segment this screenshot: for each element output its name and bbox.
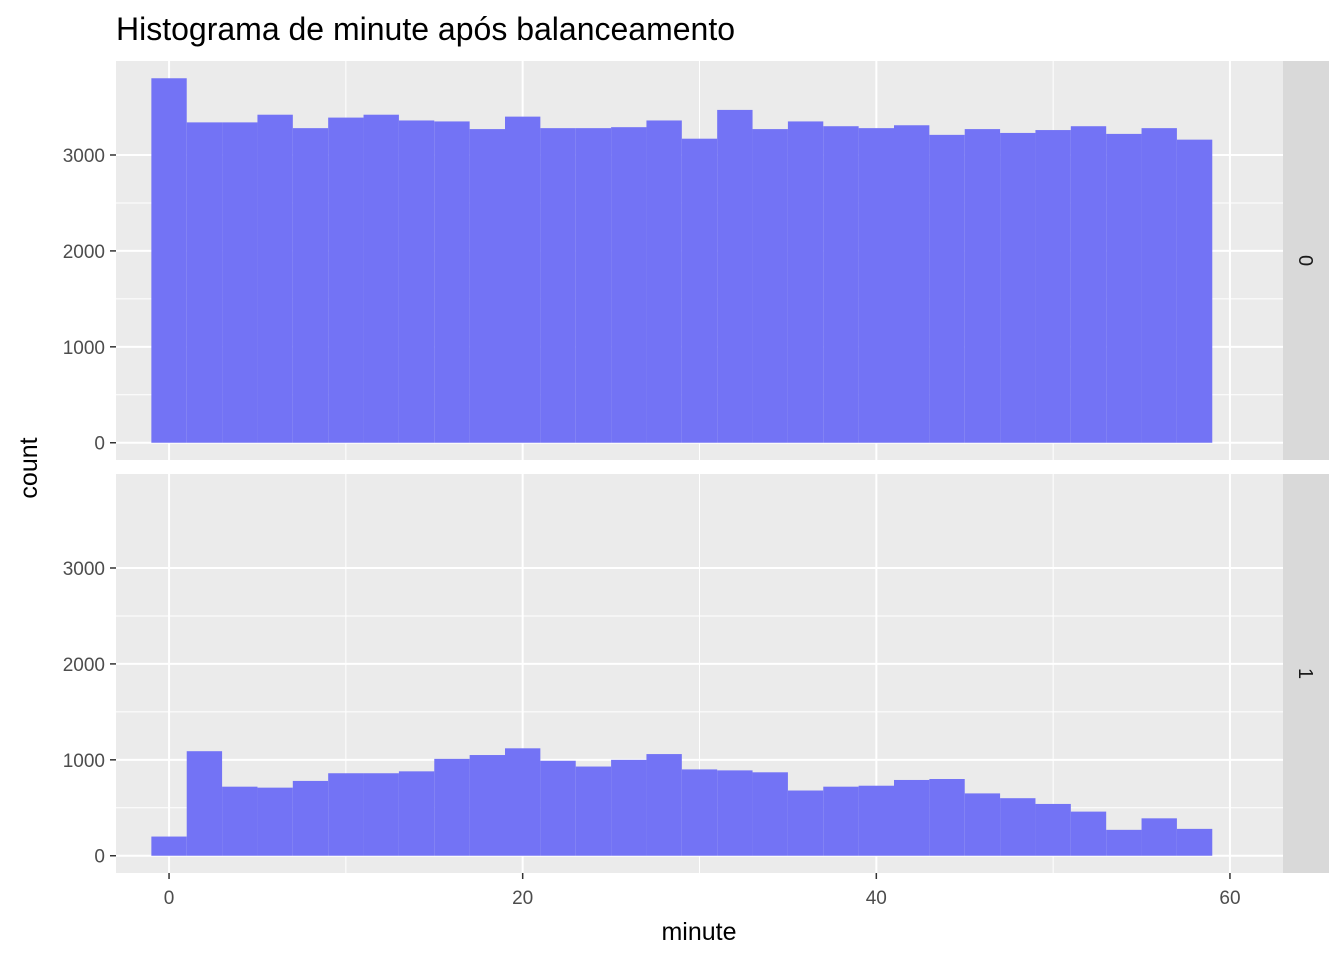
strip-label: 0 [1294,255,1316,266]
histogram-bar [1035,130,1071,443]
y-tick-label: 1000 [63,338,105,359]
y-tick-label: 0 [94,847,105,868]
histogram-bar [292,780,329,856]
histogram-bar [681,769,718,856]
histogram-bar [1176,139,1213,443]
histogram-bar [575,766,612,856]
histogram-bar [328,117,364,443]
histogram-bar [929,779,965,856]
x-tick-label: 40 [866,888,887,909]
histogram-bar [717,109,753,443]
histogram-bar [151,78,187,443]
facet-panel-0: 0 1000 2000 3000 [63,61,1283,460]
histogram-bar [328,773,364,856]
histogram-bar [1141,818,1177,856]
histogram-bar [469,129,505,443]
chart-title: Histograma de minute após balanceamento [116,11,735,47]
histogram-bar [469,755,505,856]
strip-background [1283,474,1329,873]
histogram-bar [363,114,399,443]
histogram-bar [787,790,824,856]
histogram-bar [505,748,541,856]
histogram-bar [964,129,1001,443]
histogram-bar [646,754,682,856]
histogram-bar [257,114,293,443]
histogram-bar [222,122,258,443]
y-tick-label: 0 [94,434,105,455]
facet-panel-1: 0 1000 2000 3000 [63,474,1283,873]
histogram-bar [540,128,576,443]
histogram-bar [717,770,753,856]
facet-strip-0: 0 [1283,61,1329,460]
histogram-bar [1106,133,1142,443]
histogram-bar [752,772,788,856]
y-tick-label: 3000 [63,146,105,167]
histogram-bar [1070,811,1107,856]
histogram-bar [292,128,329,443]
y-tick-label: 2000 [63,655,105,676]
histogram-bar [434,121,470,443]
histogram-bar [151,836,187,856]
histogram-bar [752,129,788,443]
histogram-bar [1176,828,1213,856]
histogram-bar [186,751,223,856]
histogram-bar [222,786,258,856]
histogram-bar [575,128,612,443]
facet-strip-1: 1 [1283,474,1329,873]
histogram-bar [611,127,647,443]
histogram-bar [646,120,682,443]
histogram-bar [363,773,399,856]
histogram-bar [398,771,435,856]
histogram-bar [858,128,894,443]
histogram-bar [540,760,576,856]
histogram-bar [1035,803,1071,856]
y-tick-label: 3000 [63,559,105,580]
histogram-bar [1000,798,1036,856]
x-axis-ticks: 0 20 40 60 [164,873,1241,909]
y-tick-label: 2000 [63,242,105,263]
strip-label: 1 [1294,668,1316,679]
histogram-bar [787,121,824,443]
histogram-bar [964,793,1001,856]
histogram-bar [1070,126,1107,443]
histogram-bar [434,758,470,856]
histogram-bar [1106,829,1142,856]
y-tick-label: 1000 [63,751,105,772]
histogram-bar [1000,132,1036,443]
x-tick-label: 0 [164,888,175,909]
histogram-bar [611,759,647,856]
histogram-bar [823,126,859,443]
histogram-bar [894,779,930,856]
histogram-bar [681,138,718,443]
histogram-bar [186,122,223,443]
histogram-bar [929,134,965,443]
histogram-bar [398,120,435,443]
histogram-bar [257,787,293,856]
histogram-bar [1141,128,1177,443]
strip-background [1283,61,1329,460]
x-axis-title: minute [661,918,736,946]
x-tick-label: 60 [1219,888,1240,909]
x-tick-label: 20 [512,888,533,909]
y-axis-title: count [15,437,43,498]
histogram-bar [894,125,930,443]
histogram-bar [858,785,894,856]
histogram-bar [823,786,859,856]
histogram-bar [505,116,541,443]
